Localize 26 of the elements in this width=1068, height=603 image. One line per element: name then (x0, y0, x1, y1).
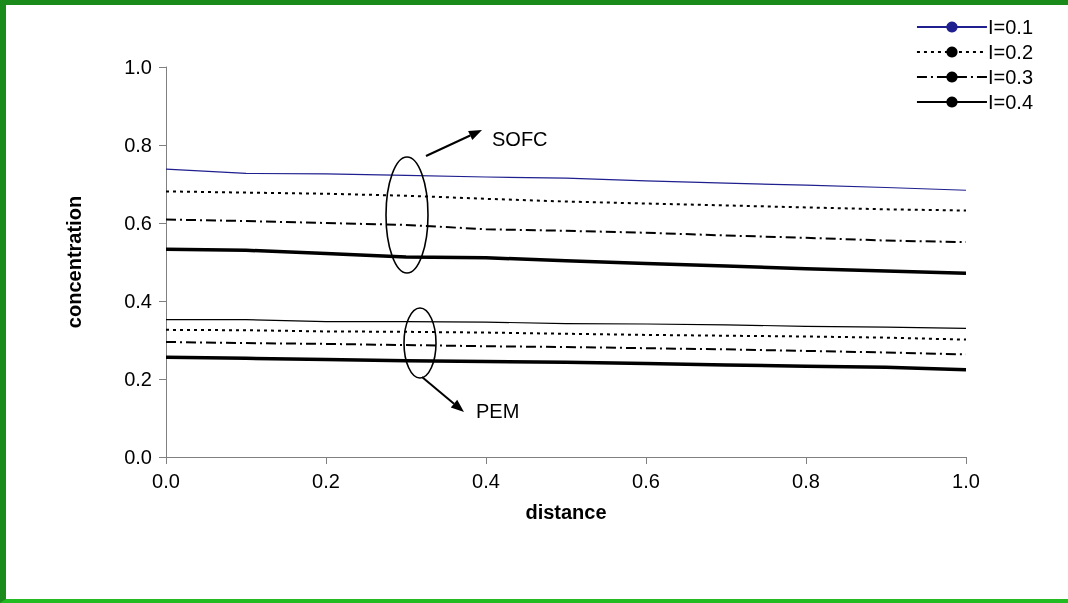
x-tick-label: 0.4 (472, 470, 500, 492)
y-tick-label: 0.0 (124, 446, 152, 468)
line-series (165, 328, 967, 341)
line-series (164, 247, 968, 276)
x-tick-label: 0.6 (632, 470, 660, 492)
y-tick-label: 1.0 (124, 56, 152, 78)
y-tick-label: 0.2 (124, 368, 152, 390)
x-tick-label: 1.0 (952, 470, 980, 492)
line-series (165, 190, 967, 212)
y-tick-label: 0.6 (124, 212, 152, 234)
y-axis-title: concentration (63, 195, 85, 329)
y-tick-label: 0.8 (124, 134, 152, 156)
annotation: PEM (476, 400, 520, 423)
x-tick-label: 0.2 (312, 470, 340, 492)
x-tick-label: 0.0 (152, 470, 180, 492)
legend-label: I=0.2 (987, 41, 1034, 63)
x-tick-label: 0.8 (792, 470, 820, 492)
x-axis-title: distance (525, 501, 607, 523)
line-series (165, 168, 967, 191)
line-series (165, 319, 967, 329)
legend-label: I=0.4 (987, 91, 1034, 113)
line-series (164, 355, 968, 372)
annotation: SOFC (492, 128, 548, 151)
legend-label: I=0.3 (987, 66, 1034, 88)
y-tick-label: 0.4 (124, 290, 152, 312)
legend-label: I=0.1 (987, 16, 1034, 38)
